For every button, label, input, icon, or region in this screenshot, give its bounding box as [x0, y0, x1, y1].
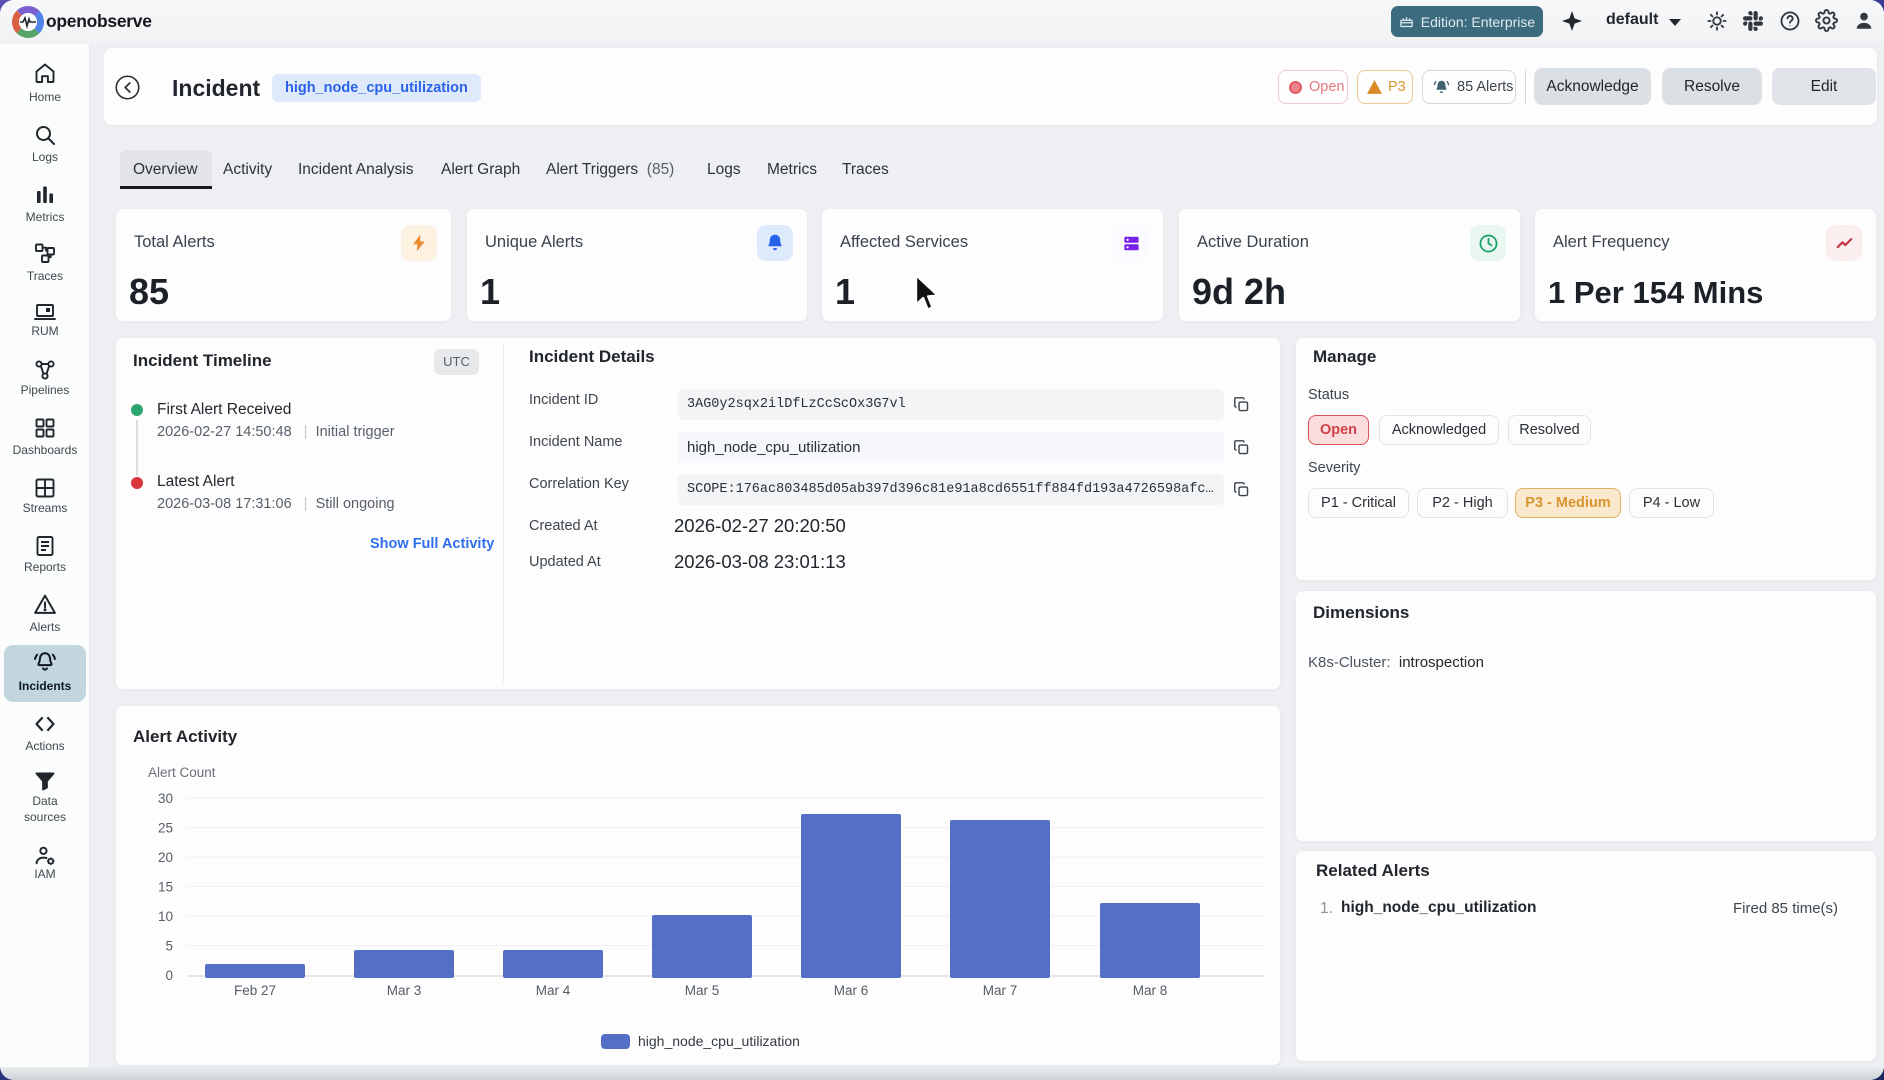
- svg-text:Mar 7: Mar 7: [983, 983, 1018, 998]
- svg-text:30: 30: [158, 791, 173, 806]
- svg-text:5: 5: [165, 939, 173, 954]
- svg-text:Mar 8: Mar 8: [1133, 983, 1168, 998]
- svg-text:20: 20: [158, 850, 173, 865]
- svg-text:Feb 27: Feb 27: [234, 983, 276, 998]
- svg-text:high_node_cpu_utilization: high_node_cpu_utilization: [638, 1033, 800, 1049]
- svg-text:25: 25: [158, 821, 173, 836]
- svg-text:0: 0: [165, 968, 173, 983]
- svg-text:15: 15: [158, 880, 173, 895]
- svg-text:10: 10: [158, 909, 173, 924]
- svg-text:Mar 4: Mar 4: [536, 983, 571, 998]
- svg-text:Mar 6: Mar 6: [834, 983, 869, 998]
- svg-text:Mar 5: Mar 5: [685, 983, 720, 998]
- svg-text:Mar 3: Mar 3: [387, 983, 422, 998]
